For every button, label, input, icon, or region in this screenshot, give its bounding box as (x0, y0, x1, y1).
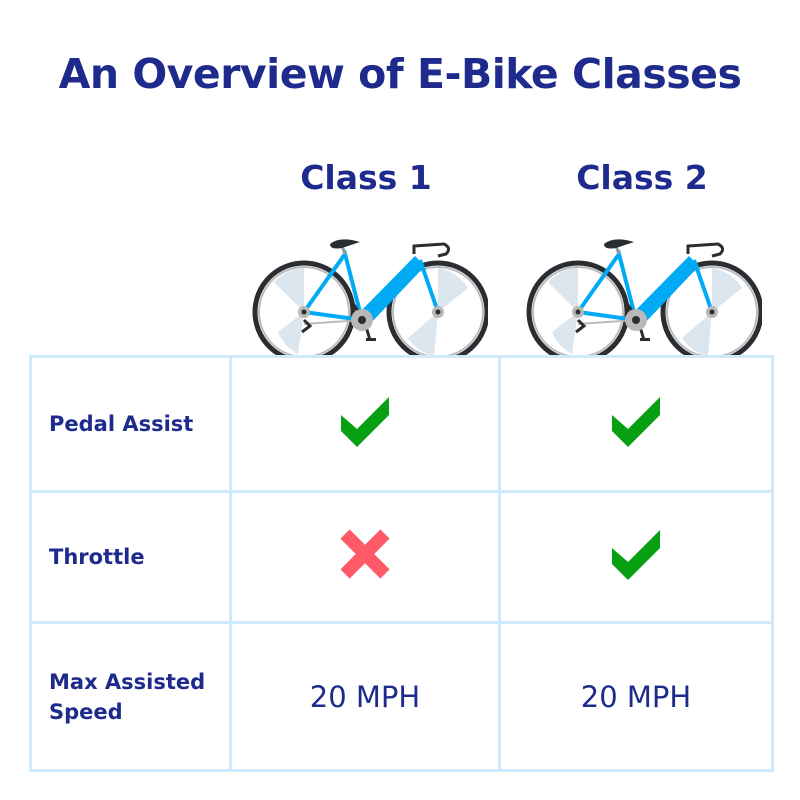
row-label-pedal-assist: Pedal Assist (29, 355, 232, 493)
page-title: An Overview of E-Bike Classes (58, 50, 742, 98)
column-header-class-2: Class 2 (576, 158, 708, 197)
check-icon (610, 395, 662, 454)
throttle-class-1 (229, 490, 501, 624)
throttle-class-2 (498, 490, 774, 624)
check-icon (339, 395, 391, 454)
column-header-class-1: Class 1 (300, 158, 432, 197)
row-label-throttle: Throttle (29, 490, 232, 624)
comparison-table: Pedal Assist Throttle Max Assisted Speed… (29, 355, 774, 772)
class-2-bike-image (526, 239, 762, 358)
max-speed-class-2: 20 MPH (498, 621, 774, 772)
pedal-assist-class-1 (229, 355, 501, 493)
max-speed-class-1: 20 MPH (229, 621, 501, 772)
x-icon (339, 528, 391, 587)
check-icon (610, 528, 662, 587)
class-1-bike-image (252, 239, 488, 358)
pedal-assist-class-2 (498, 355, 774, 493)
row-label-max-assisted-speed: Max Assisted Speed (29, 621, 232, 772)
